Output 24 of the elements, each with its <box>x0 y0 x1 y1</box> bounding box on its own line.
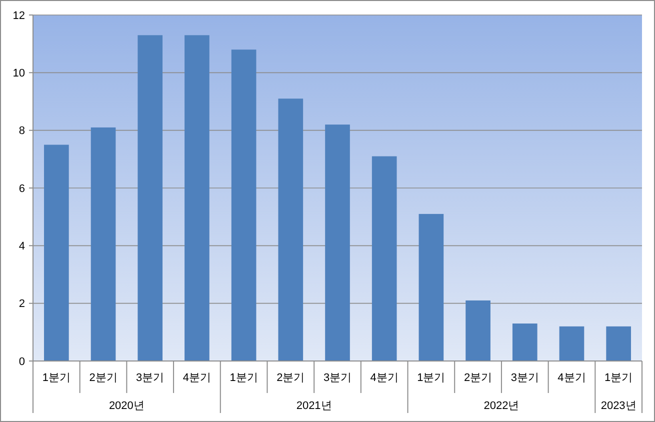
x-tick-label: 4분기 <box>370 372 398 384</box>
text: 2021년 <box>296 400 332 412</box>
y-tick-label: 10 <box>12 68 25 80</box>
y-tick-label: 4 <box>18 240 25 253</box>
x-tick-label: 1분기 <box>230 372 258 384</box>
x-tick-label: 1분기 <box>42 372 70 384</box>
x-tick-label: 3분기 <box>323 372 352 384</box>
x-tick-label: 2분기 <box>89 372 118 384</box>
text: 2020년 <box>108 400 144 412</box>
text: 2023년 <box>600 400 636 412</box>
y-tick-label: 12 <box>12 10 25 22</box>
y-tick-label: 8 <box>18 125 25 138</box>
y-tick-label: 2 <box>18 298 25 310</box>
text: 2022년 <box>484 400 520 412</box>
y-tick-label: 6 <box>18 182 25 195</box>
x-tick-label: 4분기 <box>558 372 586 384</box>
x-tick-label: 3분기 <box>510 372 539 384</box>
y-tick-label: 0 <box>18 356 25 368</box>
x-tick-label: 2분기 <box>276 372 305 384</box>
x-tick-label: 2분기 <box>464 372 492 384</box>
x-tick-label: 1분기 <box>417 372 446 384</box>
x-tick-label: 1분기 <box>604 372 633 384</box>
x-tick-label: 4분기 <box>182 372 212 384</box>
x-tick-label: 3분기 <box>136 372 164 384</box>
